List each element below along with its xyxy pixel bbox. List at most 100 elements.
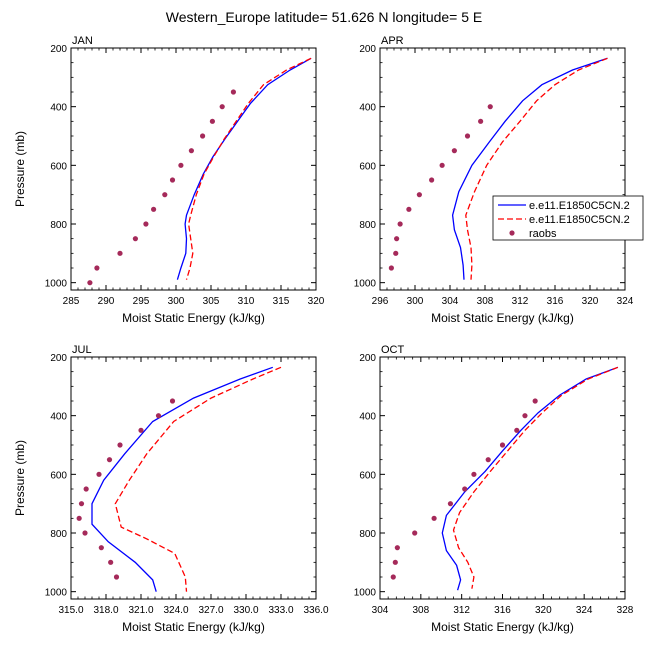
y-axis-label: Pressure (mb) bbox=[13, 131, 27, 207]
series-line-dashed bbox=[452, 366, 619, 589]
raobs-point bbox=[188, 148, 194, 154]
x-tick-label: 316 bbox=[494, 605, 511, 616]
raobs-point bbox=[230, 89, 236, 95]
raobs-point bbox=[98, 545, 104, 551]
raobs-point bbox=[117, 250, 123, 256]
raobs-point bbox=[462, 486, 468, 492]
y-tick-label: 800 bbox=[359, 529, 376, 540]
raobs-point bbox=[83, 486, 89, 492]
x-tick-label: 285 bbox=[63, 296, 80, 307]
series-line-dashed bbox=[185, 57, 312, 280]
x-tick-label: 320 bbox=[582, 296, 599, 307]
series-line-solid bbox=[91, 366, 274, 592]
raobs-point bbox=[113, 574, 120, 580]
y-tick-label: 400 bbox=[359, 412, 376, 423]
raobs-point bbox=[514, 427, 520, 433]
panel-label: APR bbox=[381, 35, 404, 47]
raobs-point bbox=[76, 515, 82, 521]
series-line-dashed bbox=[465, 57, 608, 280]
plot-frame bbox=[70, 356, 317, 600]
y-tick-label: 200 bbox=[50, 353, 67, 364]
panel-label: OCT bbox=[381, 344, 405, 356]
x-tick-label: 327.0 bbox=[198, 605, 223, 616]
x-tick-label: 308 bbox=[412, 605, 429, 616]
x-axis-label: Moist Static Energy (kJ/kg) bbox=[431, 620, 574, 634]
series-line-solid bbox=[176, 57, 312, 280]
raobs-point bbox=[451, 148, 457, 154]
y-tick-label: 1000 bbox=[354, 279, 377, 290]
raobs-point bbox=[138, 427, 144, 433]
x-tick-label: 321.0 bbox=[128, 605, 153, 616]
plot-frame bbox=[379, 356, 626, 600]
raobs-point bbox=[429, 177, 435, 183]
x-tick-label: 290 bbox=[98, 296, 115, 307]
legend-box bbox=[492, 195, 644, 241]
raobs-point bbox=[178, 162, 184, 168]
raobs-point bbox=[143, 221, 149, 227]
raobs-point bbox=[532, 398, 538, 404]
x-tick-label: 312 bbox=[512, 296, 529, 307]
panel-jan: JAN 285 290 295 300 305 310 315 320 200 400 600 800 1… bbox=[13, 35, 325, 325]
panel-label: JAN bbox=[72, 35, 93, 47]
raobs-point bbox=[394, 236, 400, 242]
x-tick-label: 316 bbox=[547, 296, 564, 307]
raobs-point bbox=[162, 192, 168, 198]
legend-entry-label: raobs bbox=[529, 228, 557, 240]
x-tick-label: 318.0 bbox=[93, 605, 118, 616]
raobs-point bbox=[412, 530, 418, 536]
x-tick-label: 295 bbox=[133, 296, 150, 307]
y-tick-label: 600 bbox=[50, 161, 67, 172]
panel-apr: APR 296 300 304 308 312 316 320 324 200 400 600 800 1… bbox=[354, 35, 634, 325]
legend-entry-label: e.e11.E1850C5CN.2 bbox=[529, 214, 630, 226]
raobs-point bbox=[431, 515, 437, 521]
y-axis-label: Pressure (mb) bbox=[13, 440, 27, 516]
x-tick-label: 310 bbox=[238, 296, 255, 307]
series-line-solid bbox=[451, 57, 608, 280]
y-tick-label: 400 bbox=[359, 103, 376, 114]
x-tick-label: 315.0 bbox=[58, 605, 83, 616]
x-tick-label: 300 bbox=[407, 296, 424, 307]
raobs-point bbox=[394, 545, 400, 551]
y-tick-label: 200 bbox=[359, 44, 376, 55]
y-tick-label: 1000 bbox=[45, 279, 68, 290]
figure-title: Western_Europe latitude= 51.626 N longit… bbox=[166, 9, 483, 25]
raobs-point bbox=[117, 442, 123, 448]
panel-label: JUL bbox=[72, 344, 92, 356]
raobs-point bbox=[499, 442, 506, 448]
x-tick-label: 324 bbox=[576, 605, 593, 616]
raobs-point bbox=[390, 574, 396, 580]
y-tick-label: 400 bbox=[50, 412, 67, 423]
x-axis-label: Moist Static Energy (kJ/kg) bbox=[122, 311, 265, 325]
x-tick-label: 304 bbox=[372, 605, 389, 616]
panel-jul: JUL 315.0 318.0 321.0 324.0 327.0 330.0 333.0 33… bbox=[13, 344, 329, 634]
x-tick-label: 330.0 bbox=[233, 605, 258, 616]
plot-frame bbox=[379, 47, 626, 291]
x-tick-label: 324 bbox=[617, 296, 634, 307]
raobs-point bbox=[478, 118, 484, 124]
x-tick-label: 308 bbox=[477, 296, 494, 307]
raobs-point bbox=[82, 530, 88, 536]
x-tick-label: 304 bbox=[442, 296, 459, 307]
raobs-point bbox=[388, 265, 394, 271]
y-tick-label: 1000 bbox=[45, 588, 68, 599]
raobs-point bbox=[78, 501, 85, 507]
x-tick-label: 315 bbox=[273, 296, 290, 307]
y-tick-label: 600 bbox=[359, 470, 376, 481]
raobs-point bbox=[94, 265, 100, 271]
series-line-solid bbox=[441, 366, 619, 591]
x-tick-label: 312 bbox=[453, 605, 470, 616]
x-axis-label: Moist Static Energy (kJ/kg) bbox=[122, 620, 265, 634]
raobs-point bbox=[485, 457, 491, 463]
x-tick-label: 333.0 bbox=[268, 605, 293, 616]
legend-entry-label: e.e11.E1850C5CN.2 bbox=[529, 200, 630, 212]
panel-oct: OCT 304 308 312 316 320 324 328 200 400 600 800 1000… bbox=[354, 344, 634, 634]
raobs-point bbox=[439, 162, 445, 168]
x-tick-label: 320 bbox=[535, 605, 552, 616]
raobs-point bbox=[96, 471, 102, 477]
x-tick-label: 324.0 bbox=[163, 605, 188, 616]
raobs-point bbox=[416, 192, 422, 198]
raobs-point bbox=[132, 236, 138, 242]
y-tick-label: 1000 bbox=[354, 588, 377, 599]
x-tick-label: 328 bbox=[617, 605, 634, 616]
